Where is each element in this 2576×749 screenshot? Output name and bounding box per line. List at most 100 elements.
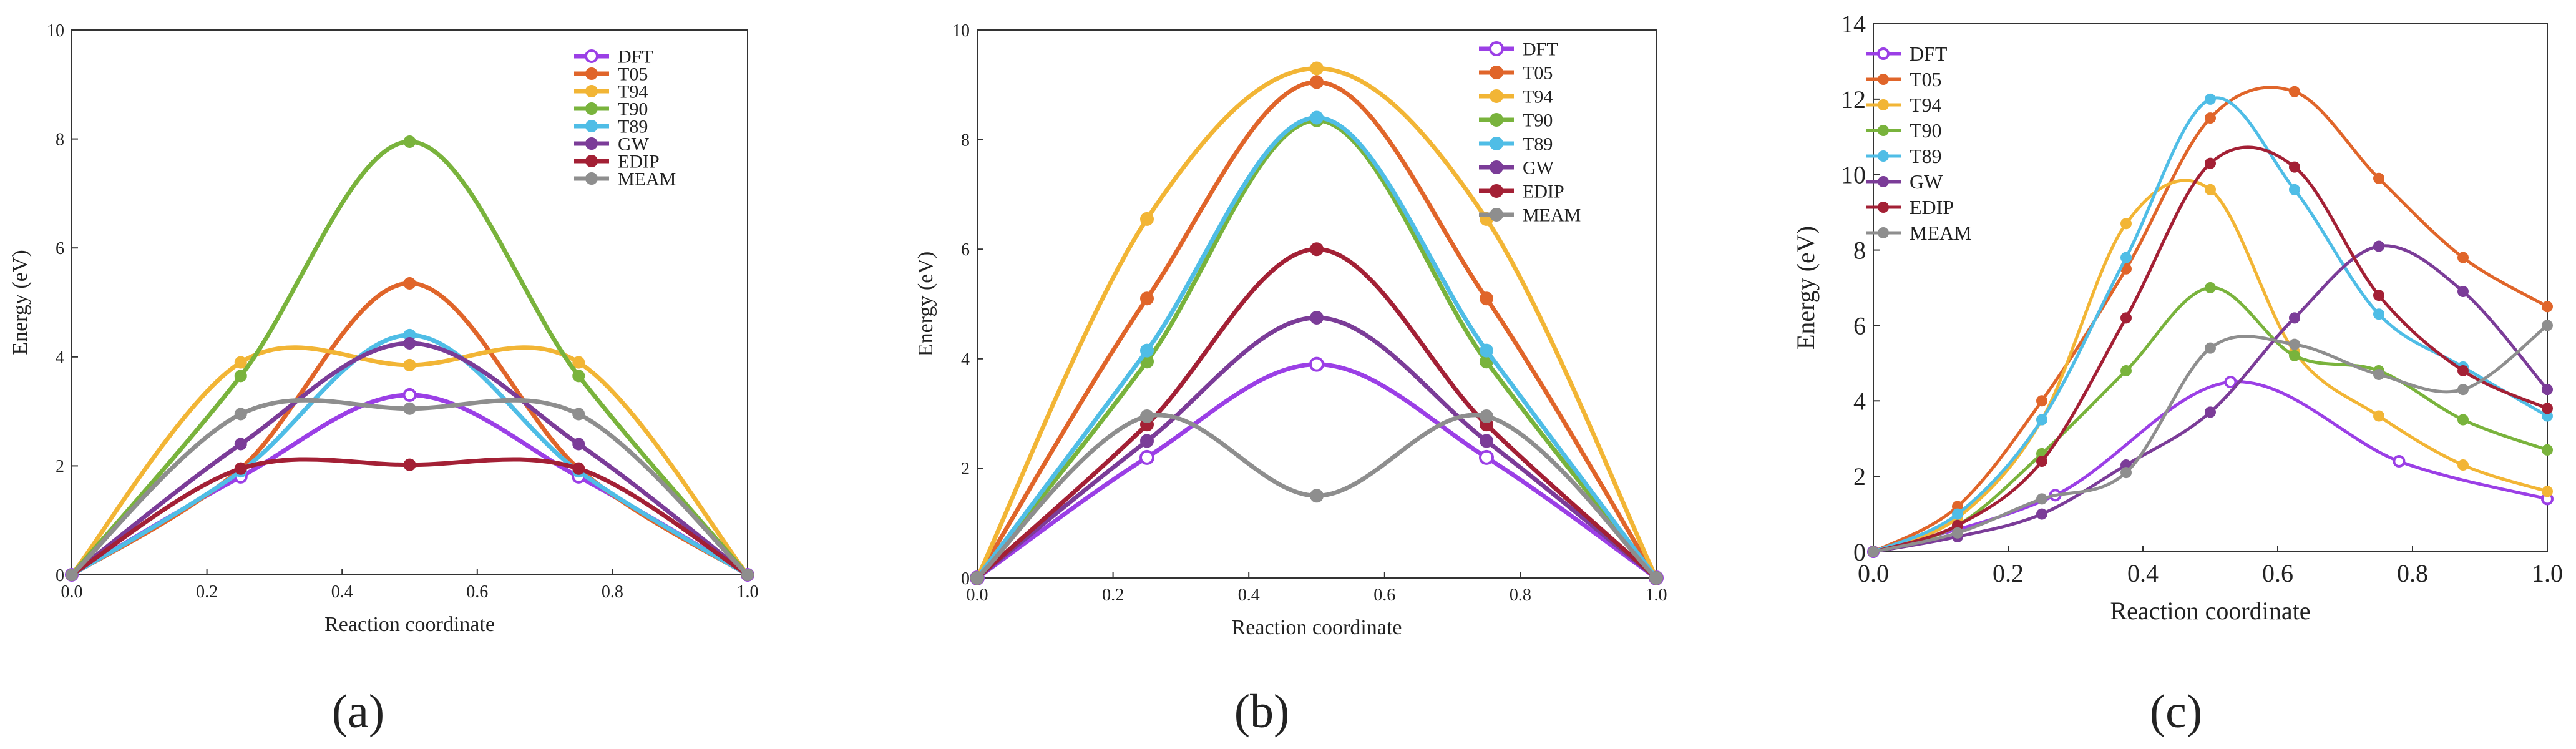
- data-point: [403, 277, 416, 290]
- series-dft: [970, 356, 1664, 585]
- data-point: [2120, 312, 2132, 324]
- data-point: [1479, 449, 1494, 465]
- data-point: [2205, 184, 2216, 195]
- legend-marker: [1490, 89, 1503, 103]
- legend-item: T90: [1866, 119, 1942, 142]
- legend-marker: [585, 49, 598, 63]
- series-line: [1871, 96, 2549, 554]
- legend-item: T89: [574, 117, 648, 137]
- legend-label: T05: [1523, 63, 1553, 84]
- data-point: [2542, 486, 2553, 497]
- plot-frame: [71, 29, 748, 575]
- series-t89: [1868, 93, 2553, 557]
- y-tick-label: 6: [56, 239, 64, 258]
- y-axis-label: Energy (eV): [9, 250, 32, 355]
- legend-label: GW: [618, 134, 650, 155]
- y-tick-label: 0: [56, 566, 64, 585]
- series-line: [975, 247, 1659, 580]
- legend-marker: [585, 102, 598, 115]
- series-t90: [66, 135, 754, 581]
- data-point: [1140, 409, 1154, 423]
- data-point: [572, 356, 585, 369]
- legend-label: DFT: [1910, 42, 1948, 65]
- legend-item: T05: [1866, 68, 1942, 91]
- legend-item: T90: [1479, 110, 1553, 131]
- panel-label-c: (c): [2150, 685, 2202, 738]
- y-tick-label: 4: [1853, 387, 1866, 415]
- data-point: [2542, 403, 2553, 414]
- data-point: [1480, 434, 1493, 448]
- series-t05: [1868, 86, 2553, 557]
- legend-label: GW: [1910, 170, 1943, 193]
- series-line: [1871, 286, 2549, 554]
- y-tick-label: 4: [961, 350, 970, 370]
- data-point: [572, 370, 585, 383]
- data-point: [402, 388, 417, 402]
- data-point: [572, 438, 585, 451]
- series-t90: [1868, 282, 2553, 557]
- data-point: [2373, 410, 2384, 422]
- legend-label: T05: [618, 64, 648, 85]
- legend-item: T94: [1866, 94, 1942, 116]
- chart-panel-c: 0.0 0.2 0.4 0.6 0.8 1.0 0 2 4 6 8 10 12 14 Reaction co…: [1792, 10, 2563, 625]
- data-point: [572, 408, 585, 421]
- y-tick-label: 4: [56, 348, 64, 368]
- legend-marker: [1490, 113, 1503, 127]
- data-point: [2224, 376, 2237, 389]
- x-tick-label: 0.2: [1993, 559, 2024, 587]
- data-point: [403, 458, 416, 471]
- legend-marker: [585, 120, 598, 132]
- legend-item: EDIP: [1866, 196, 1954, 218]
- data-point: [2036, 414, 2047, 426]
- legend-label: T90: [1910, 119, 1942, 142]
- y-tick-label: 8: [56, 130, 64, 149]
- plot-frame: [1873, 23, 2548, 552]
- y-tick-label: 0: [1853, 538, 1866, 566]
- x-tick-label: 0.8: [2397, 559, 2428, 587]
- data-point: [1310, 310, 1324, 325]
- legend-label: GW: [1523, 158, 1554, 179]
- legend-item: GW: [574, 134, 650, 155]
- x-axis-label: Reaction coordinate: [2110, 597, 2311, 625]
- legend-item: T94: [574, 82, 648, 102]
- legend-item: EDIP: [1479, 182, 1564, 202]
- legend-marker: [1490, 66, 1503, 79]
- data-point: [1480, 343, 1493, 358]
- legend-item: DFT: [1866, 42, 1948, 65]
- data-point: [2205, 93, 2216, 105]
- legend-item: GW: [1479, 158, 1554, 179]
- y-tick-label: 12: [1841, 86, 1866, 114]
- data-point: [403, 135, 416, 148]
- legend-marker: [585, 67, 598, 80]
- data-point: [234, 408, 247, 421]
- legend-label: EDIP: [618, 152, 660, 172]
- data-point: [2289, 312, 2300, 324]
- x-tick-label: 0.4: [331, 582, 353, 602]
- y-tick-label: 10: [952, 21, 970, 41]
- legend-item: T05: [574, 64, 648, 85]
- legend-item: T90: [574, 99, 648, 120]
- x-tick-label: 1.0: [737, 582, 759, 602]
- data-point: [2289, 161, 2300, 173]
- series-line: [1871, 244, 2549, 554]
- data-point: [2205, 282, 2216, 293]
- data-point: [2457, 365, 2469, 376]
- data-point: [2036, 493, 2047, 505]
- data-point: [2542, 320, 2553, 331]
- data-point: [1140, 434, 1154, 448]
- legend-marker: [585, 172, 598, 185]
- data-point: [741, 569, 754, 581]
- y-tick-label: 14: [1841, 10, 1866, 38]
- data-point: [2457, 252, 2469, 263]
- x-tick-label: 0.6: [1373, 585, 1395, 605]
- data-point: [2457, 286, 2469, 298]
- series-t05: [66, 277, 754, 581]
- y-tick-label: 8: [1853, 237, 1866, 265]
- legend-marker: [585, 155, 598, 167]
- data-point: [2373, 308, 2384, 320]
- data-point: [2036, 455, 2047, 467]
- legend-marker: [1490, 208, 1503, 222]
- x-tick-label: 0.0: [1858, 559, 1889, 587]
